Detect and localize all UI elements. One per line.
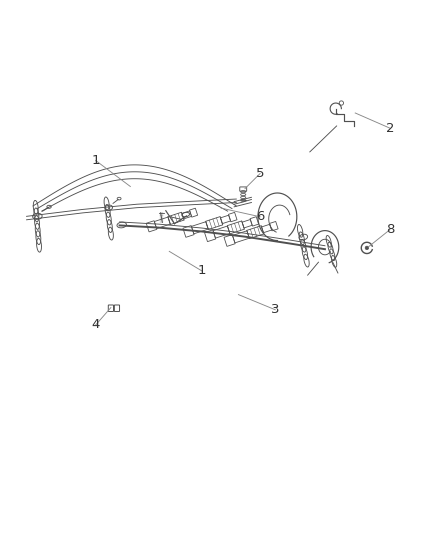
Text: 8: 8	[385, 223, 394, 236]
Text: 6: 6	[256, 211, 264, 223]
Text: 3: 3	[271, 303, 279, 316]
Text: 1: 1	[92, 154, 100, 167]
Text: 1: 1	[198, 264, 206, 277]
Text: 5: 5	[256, 167, 264, 180]
Text: 4: 4	[92, 318, 100, 332]
Text: 2: 2	[385, 122, 394, 135]
Circle shape	[365, 246, 369, 249]
